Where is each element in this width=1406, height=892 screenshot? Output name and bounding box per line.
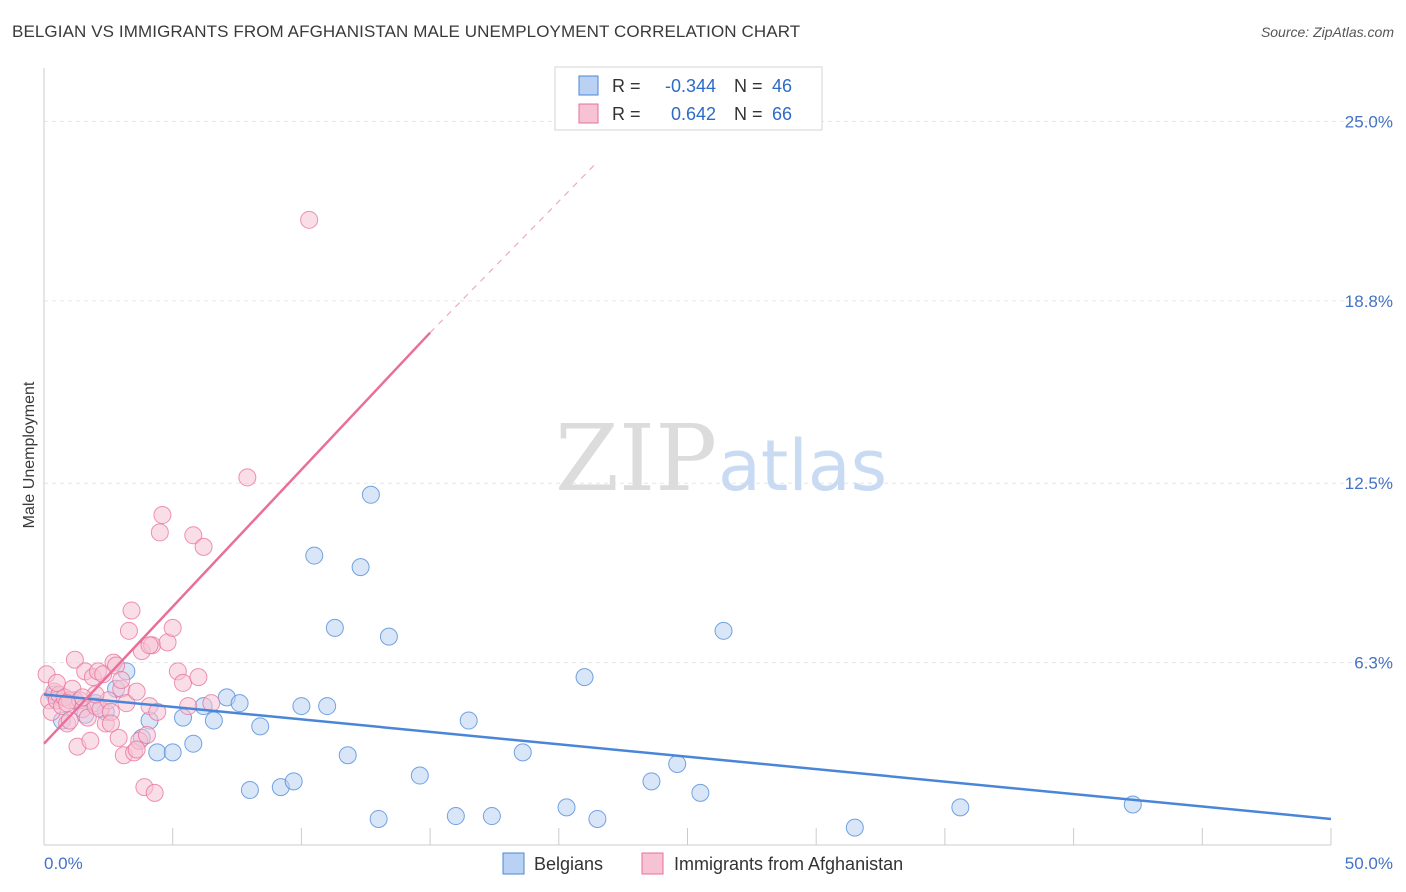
- legend-n-label-2: N =: [734, 104, 763, 124]
- legend-swatch-pink: [578, 103, 599, 124]
- belgian-point-38: [588, 809, 607, 828]
- belgian-point-19: [251, 717, 270, 736]
- watermark-zip: ZIP: [555, 405, 717, 512]
- belgian-point-31: [410, 766, 429, 785]
- belgian-point-22: [292, 697, 311, 716]
- belgian-point-39: [642, 772, 661, 791]
- belgian-point-27: [351, 558, 370, 577]
- y-axis-label: Male Unemployment: [21, 381, 38, 528]
- afghan-point-50: [179, 697, 198, 716]
- x-tick-label-1: 50.0%: [1345, 854, 1393, 873]
- belgian-point-30: [379, 627, 398, 646]
- belgian-point-21: [284, 772, 303, 791]
- belgian-point-10: [148, 743, 167, 762]
- belgian-point-18: [240, 781, 259, 800]
- afghan-point-56: [300, 210, 319, 229]
- afghan-point-33: [122, 601, 141, 620]
- belgian-point-44: [951, 798, 970, 817]
- belgian-point-40: [668, 754, 687, 773]
- afghan-point-51: [184, 526, 203, 545]
- grid-lines: [44, 120, 1393, 664]
- afghan-point-32: [119, 621, 138, 640]
- afghan-point-53: [194, 537, 213, 556]
- bottom-legend-swatch-belgians: [502, 852, 525, 875]
- belgian-point-13: [184, 734, 203, 753]
- afghan-point-59: [101, 714, 120, 733]
- bottom-legend-swatch-afghanistan: [641, 852, 664, 875]
- afghan-point-49: [173, 673, 192, 692]
- afghan-point-64: [140, 636, 159, 655]
- belgian-point-15: [204, 711, 223, 730]
- afghan-point-55: [238, 468, 257, 487]
- afghan-point-45: [153, 506, 172, 525]
- afghan-point-22: [94, 665, 113, 684]
- afghan-trend-line: [43, 331, 432, 745]
- belgian-point-36: [557, 798, 576, 817]
- belgian-point-42: [714, 621, 733, 640]
- afghan-point-42: [145, 783, 164, 802]
- legend-r-label-1: R =: [612, 76, 641, 96]
- y-tick-label-3: 25.0%: [1345, 112, 1393, 131]
- afghan-point-47: [163, 618, 182, 637]
- belgian-point-34: [482, 807, 501, 826]
- afghan-point-39: [137, 726, 156, 745]
- belgian-point-17: [230, 694, 249, 713]
- belgian-point-29: [369, 809, 388, 828]
- legend-r-label-2: R =: [612, 104, 641, 124]
- belgian-point-24: [318, 697, 337, 716]
- x-tick-label-0: 0.0%: [44, 854, 83, 873]
- afghan-trend-extension: [429, 161, 598, 334]
- bottom-legend: Belgians Immigrants from Afghanistan: [502, 852, 903, 875]
- afghan-point-57: [60, 711, 79, 730]
- belgian-point-41: [691, 783, 710, 802]
- legend-n-label-1: N =: [734, 76, 763, 96]
- afghan-point-44: [150, 523, 169, 542]
- y-tick-label-1: 12.5%: [1345, 474, 1393, 493]
- afghan-point-62: [58, 694, 77, 713]
- legend-r-value-2: 0.642: [671, 104, 716, 124]
- belgian-trend-line: [43, 693, 1332, 821]
- afghan-point-17: [81, 731, 100, 750]
- afghan-point-52: [189, 668, 208, 687]
- belgian-point-37: [575, 668, 594, 687]
- watermark: ZIP atlas: [555, 405, 887, 512]
- y-tick-label-2: 18.8%: [1345, 292, 1393, 311]
- legend-r-value-1: -0.344: [665, 76, 716, 96]
- trend-lines: [43, 161, 1332, 821]
- belgian-point-35: [513, 743, 532, 762]
- afghan-point-11: [65, 650, 84, 669]
- belgian-point-23: [305, 546, 324, 565]
- data-points: [37, 210, 1142, 837]
- legend-swatch-blue: [578, 75, 599, 96]
- watermark-atlas: atlas: [718, 425, 887, 507]
- bottom-legend-belgians: Belgians: [534, 854, 603, 874]
- tick-labels: 6.3% 12.5% 18.8% 25.0% 0.0% 50.0%: [44, 112, 1393, 873]
- belgian-point-11: [163, 743, 182, 762]
- bottom-legend-afghanistan: Immigrants from Afghanistan: [674, 854, 903, 874]
- belgian-point-32: [446, 807, 465, 826]
- belgian-point-26: [338, 746, 357, 765]
- afghan-point-60: [112, 671, 131, 690]
- afghan-point-65: [47, 673, 66, 692]
- belgian-point-33: [459, 711, 478, 730]
- chart-title: BELGIAN VS IMMIGRANTS FROM AFGHANISTAN M…: [12, 22, 801, 41]
- afghan-point-28: [109, 728, 128, 747]
- legend-n-value-2: 66: [772, 104, 792, 124]
- afghan-point-63: [127, 740, 146, 759]
- belgian-point-43: [845, 818, 864, 837]
- legend-n-value-1: 46: [772, 76, 792, 96]
- legend-box: R = -0.344 N = 46 R = 0.642 N = 66: [554, 66, 823, 131]
- afghan-point-43: [148, 702, 167, 721]
- afghan-point-35: [127, 682, 146, 701]
- belgian-point-28: [361, 485, 380, 504]
- chart-source: Source: ZipAtlas.com: [1260, 24, 1394, 40]
- belgian-point-25: [325, 618, 344, 637]
- y-tick-label-0: 6.3%: [1354, 654, 1393, 673]
